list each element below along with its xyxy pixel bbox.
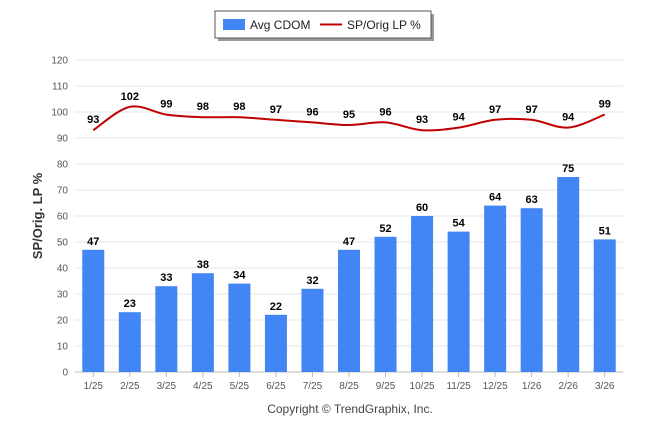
x-tick-label: 4/25 — [193, 381, 213, 392]
line-data-label: 97 — [489, 104, 501, 116]
x-tick-label: 12/25 — [483, 381, 508, 392]
bar — [520, 208, 543, 372]
line-data-label: 94 — [452, 112, 465, 124]
x-tick-label: 6/25 — [266, 381, 286, 392]
y-tick-label: 40 — [57, 264, 69, 275]
line-data-label: 97 — [270, 104, 282, 116]
bar-data-label: 54 — [452, 218, 465, 230]
bar-data-label: 75 — [562, 163, 574, 175]
bar-data-label: 60 — [416, 202, 428, 214]
line-data-label: 102 — [121, 91, 139, 103]
y-tick-label: 80 — [57, 160, 69, 171]
y-tick-label: 70 — [57, 186, 69, 197]
bar — [228, 283, 251, 372]
line-data-label: 93 — [87, 114, 99, 126]
bar-data-label: 33 — [160, 272, 172, 284]
bars — [82, 177, 616, 372]
line-data-label: 98 — [233, 101, 245, 113]
bar — [374, 236, 397, 372]
line-data-label: 99 — [599, 99, 611, 111]
bar-data-label: 34 — [233, 270, 246, 282]
bar — [155, 286, 178, 372]
x-tick-label: 2/25 — [120, 381, 140, 392]
line-data-label: 98 — [197, 101, 209, 113]
y-axis-label: SP/Orig. LP % — [30, 172, 45, 259]
bar-data-label: 64 — [489, 192, 502, 204]
bar-data-label: 63 — [526, 194, 538, 206]
line-data-label: 96 — [306, 106, 318, 118]
line-series-path — [92, 105, 606, 132]
x-tick-label: 5/25 — [230, 381, 250, 392]
line-labels: 93 102 99 98 98 97 96 95 96 93 94 97 97 94 99 — [87, 91, 611, 126]
bar-data-label: 23 — [124, 298, 136, 310]
bar — [593, 239, 616, 372]
line-data-label: 94 — [562, 112, 575, 124]
bar — [191, 273, 214, 372]
line-data-label: 96 — [379, 106, 391, 118]
x-tick-label: 9/25 — [376, 381, 396, 392]
line-data-label: 97 — [526, 104, 538, 116]
bar — [411, 216, 434, 372]
y-tick-label: 10 — [57, 342, 69, 353]
x-tick-label: 3/25 — [157, 381, 177, 392]
y-tick-label: 20 — [57, 316, 69, 327]
y-axis: 0 10 20 30 40 50 60 70 80 90 100 110 120 — [51, 56, 68, 379]
x-tick-label: 7/25 — [303, 381, 323, 392]
bar — [82, 249, 105, 372]
legend-swatch-avg-cdom — [223, 19, 245, 30]
legend-label-sp-orig-lp: SP/Orig LP % — [347, 18, 421, 32]
bar — [301, 288, 324, 372]
x-axis: 1/25 2/25 3/25 4/25 5/25 6/25 7/25 8/25 9/25 10/2… — [84, 372, 615, 392]
y-tick-label: 50 — [57, 238, 69, 249]
bar — [557, 177, 580, 372]
bar-data-label: 38 — [197, 259, 209, 271]
bar-labels: 47 23 33 38 34 22 32 47 52 60 54 64 63 75 51 — [87, 163, 611, 313]
y-tick-label: 60 — [57, 212, 69, 223]
x-tick-label: 1/25 — [84, 381, 104, 392]
line-data-label: 93 — [416, 114, 428, 126]
y-tick-label: 110 — [52, 82, 68, 93]
bar — [447, 231, 470, 372]
bar — [264, 314, 287, 372]
x-tick-label: 8/25 — [339, 381, 359, 392]
line-data-label: 95 — [343, 109, 355, 121]
line-data-label: 99 — [160, 99, 172, 111]
copyright: Copyright © TrendGraphix, Inc. — [267, 402, 433, 416]
bar — [118, 312, 141, 372]
line-series — [92, 105, 606, 132]
y-tick-label: 120 — [51, 56, 68, 67]
bar-data-label: 52 — [379, 223, 391, 235]
bar-data-label: 47 — [87, 236, 99, 248]
x-tick-label: 3/26 — [595, 381, 615, 392]
bar-data-label: 47 — [343, 236, 355, 248]
bar-data-label: 22 — [270, 301, 282, 313]
y-tick-label: 100 — [51, 108, 68, 119]
bar-data-label: 32 — [306, 275, 318, 287]
y-tick-label: 90 — [57, 134, 69, 145]
legend-label-avg-cdom: Avg CDOM — [250, 18, 310, 32]
x-tick-label: 2/26 — [558, 381, 578, 392]
bar — [484, 205, 507, 372]
x-tick-label: 1/26 — [522, 381, 542, 392]
bar-data-label: 51 — [599, 225, 611, 237]
bar — [338, 249, 360, 372]
legend: Avg CDOM SP/Orig LP % — [214, 10, 434, 41]
y-tick-label: 30 — [57, 290, 69, 301]
x-tick-label: 10/25 — [410, 381, 435, 392]
y-tick-label: 0 — [62, 368, 68, 379]
x-tick-label: 11/25 — [446, 381, 471, 392]
